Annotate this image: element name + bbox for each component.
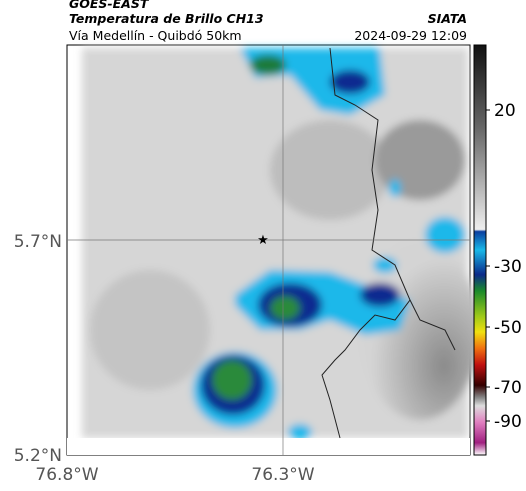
- lon-label: 76.8°W: [35, 465, 98, 485]
- lat-label: 5.2°N: [14, 446, 62, 466]
- timestamp: 2024-09-29 12:09: [354, 28, 467, 43]
- agency: SIATA: [428, 11, 467, 26]
- colorbar: 20 -30 -50 -70 -90: [473, 44, 522, 456]
- colorbar-scale: [473, 44, 487, 456]
- map: ★: [66, 44, 480, 456]
- location-marker: ★: [257, 233, 269, 248]
- colorbar-tick-label: -30: [494, 257, 522, 277]
- source: GOES-EAST: [69, 0, 150, 11]
- lat-label: 5.7°N: [14, 232, 62, 252]
- colorbar-tick-label: 20: [494, 101, 516, 121]
- imagery: [82, 48, 480, 440]
- axis-labels: 5.7°N 5.2°N 76.8°W 76.3°W: [14, 232, 315, 485]
- colorbar-tick-label: -90: [494, 412, 522, 432]
- lon-label: 76.3°W: [251, 465, 314, 485]
- header: GOES-EAST Temperatura de Brillo CH13 Vía…: [69, 0, 467, 43]
- product: Temperatura de Brillo CH13: [69, 11, 264, 26]
- route: Vía Medellín - Quibdó 50km: [69, 28, 242, 43]
- colorbar-tick-label: -50: [494, 318, 522, 338]
- colorbar-tick-label: -70: [494, 378, 522, 398]
